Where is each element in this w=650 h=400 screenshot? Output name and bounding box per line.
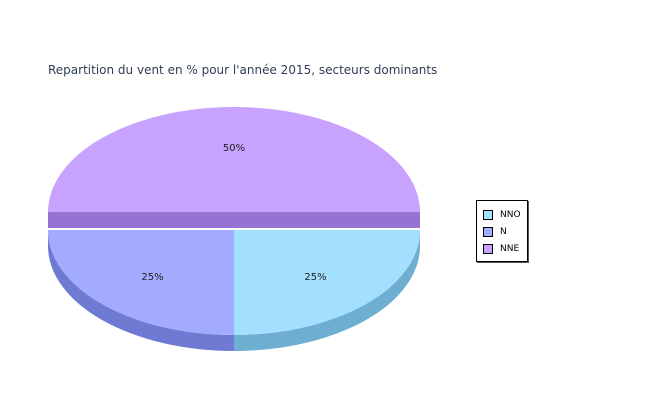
legend-swatch-n	[483, 227, 493, 237]
pie-slice-side-nno	[234, 230, 420, 351]
legend-label-nno: NNO	[500, 210, 521, 220]
pie-slice-side-n	[48, 230, 234, 351]
legend-item-n: N	[483, 226, 507, 238]
legend-swatch-nne	[483, 244, 493, 254]
legend-item-nne: NNE	[483, 243, 519, 255]
chart-legend: NNO N NNE	[476, 200, 528, 262]
chart-title: Repartition du vent en % pour l'année 20…	[48, 63, 438, 77]
pie-slice-nne	[48, 107, 420, 212]
legend-label-n: N	[500, 227, 507, 237]
legend-swatch-nno	[483, 210, 493, 220]
legend-label-nne: NNE	[500, 244, 520, 254]
data-label-nno: 25%	[304, 272, 326, 283]
pie-data-labels: 25% 25% 50%	[141, 143, 326, 283]
pie-slice-nno	[234, 230, 420, 335]
legend-item-nno: NNO	[483, 209, 521, 221]
data-label-n: 25%	[141, 272, 163, 283]
pie-slices	[48, 107, 420, 351]
pie-slice-side-nne	[48, 212, 420, 228]
data-label-nne: 50%	[223, 143, 245, 154]
pie-slice-n	[48, 230, 234, 335]
